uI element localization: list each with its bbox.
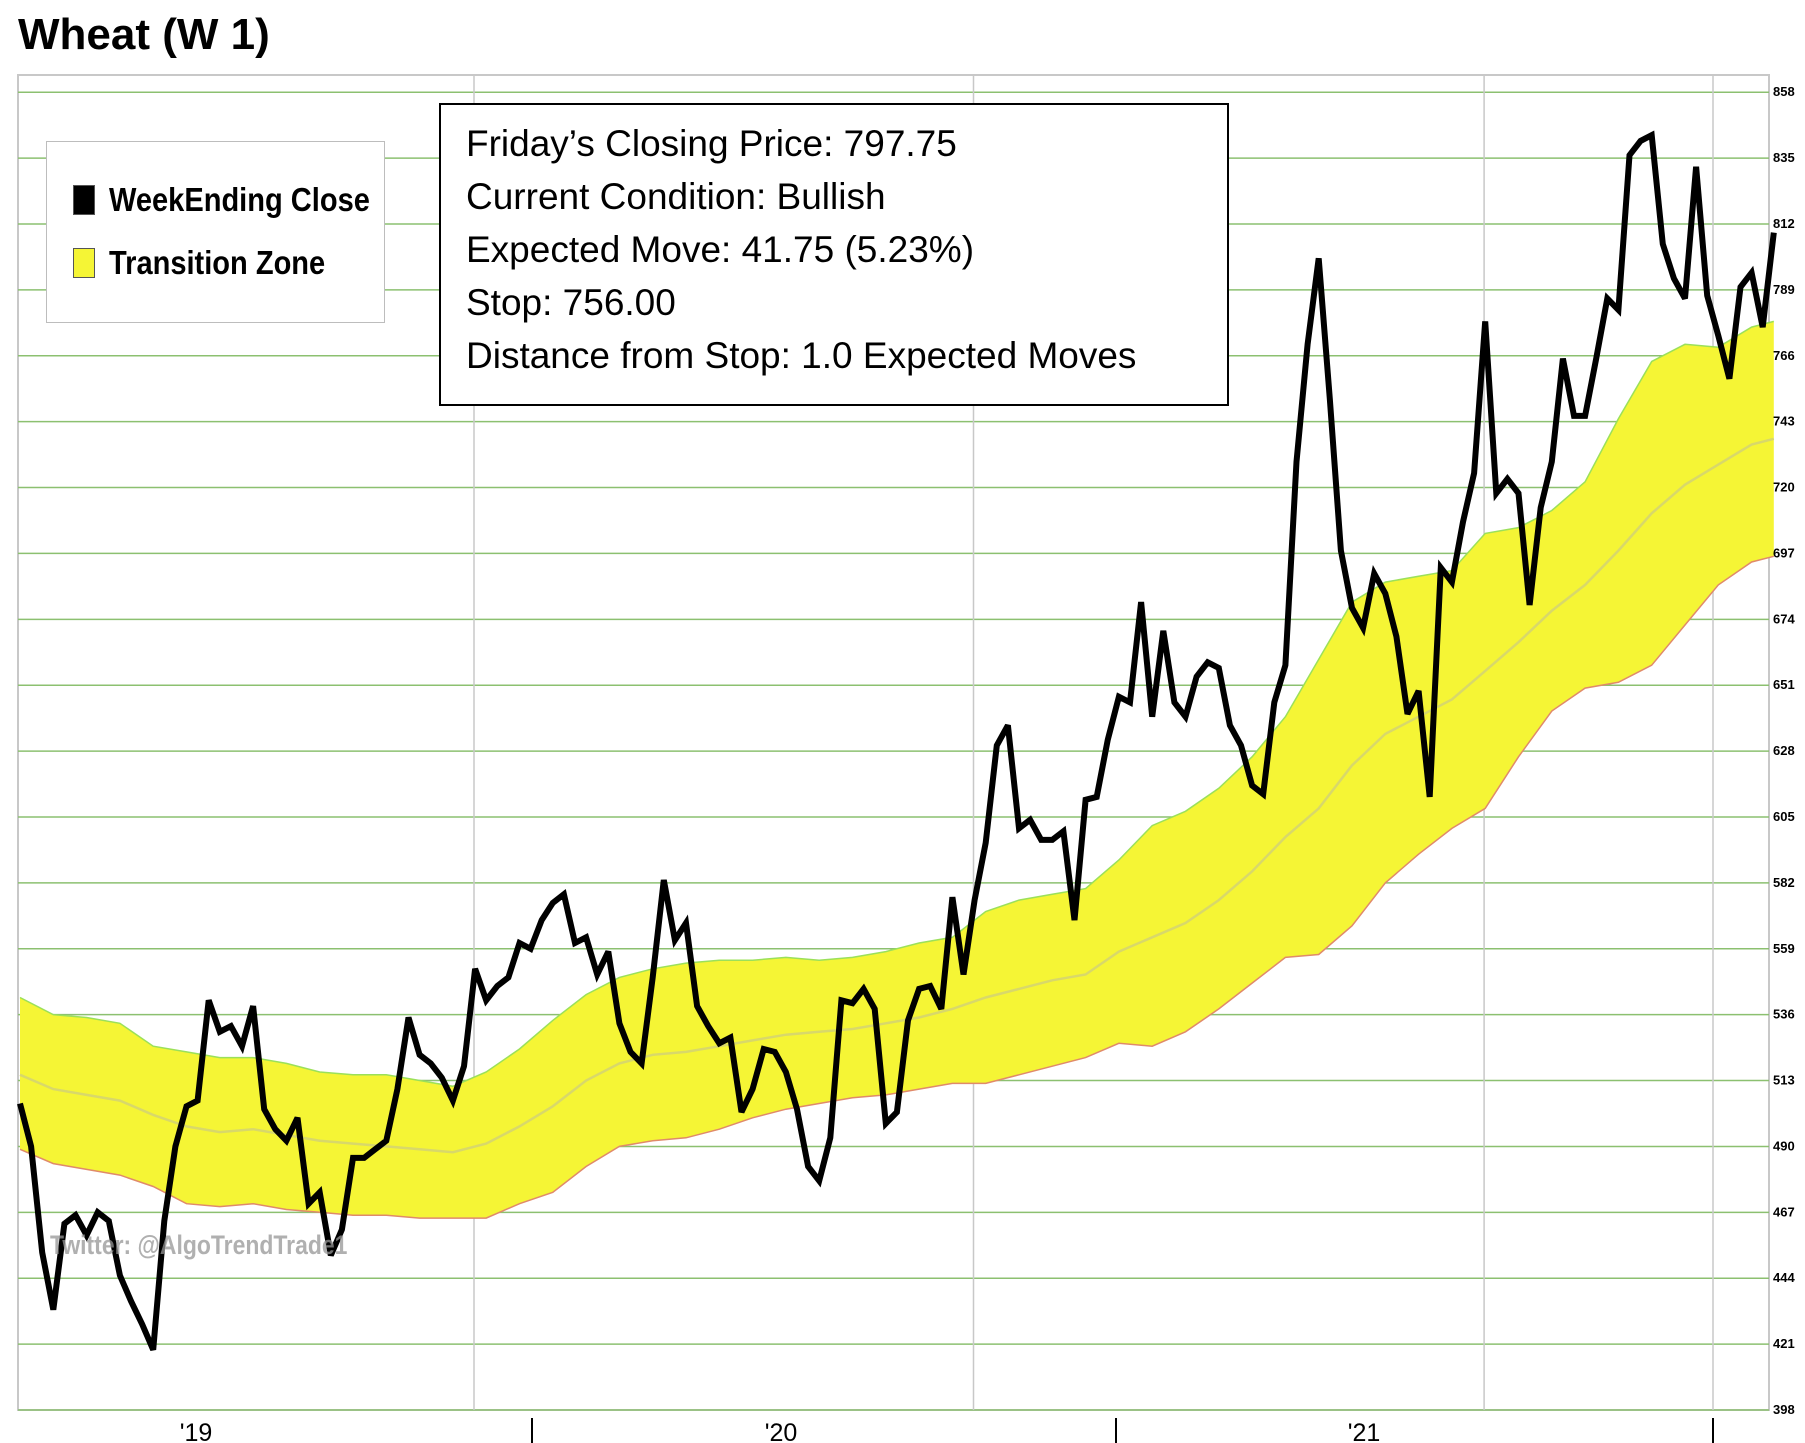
page-title: Wheat (W 1): [18, 10, 270, 59]
close-series: [17, 130, 1777, 1351]
legend-swatch-close: [73, 185, 95, 215]
legend-item-zone: Transition Zone: [73, 243, 355, 283]
y-tick-label: 398: [1773, 1402, 1795, 1417]
legend-swatch-zone: [73, 248, 95, 278]
y-tick-label: 789: [1773, 282, 1795, 297]
closing-price-text: Friday’s Closing Price: 797.75: [466, 123, 957, 164]
legend-label-zone: Transition Zone: [109, 244, 326, 281]
legend: WeekEnding Close Transition Zone: [46, 141, 385, 323]
zone-upper-line: [19, 320, 1774, 1088]
y-tick-label: 536: [1773, 1007, 1795, 1022]
y-tick-label: 628: [1773, 743, 1795, 758]
distance-from-stop-text: Distance from Stop: 1.0 Expected Moves: [466, 335, 1137, 376]
y-tick-label: 812: [1773, 216, 1795, 231]
y-tick-label: 444: [1773, 1270, 1795, 1285]
y-tick-label: 559: [1773, 941, 1795, 956]
info-box: Friday’s Closing Price: 797.75 Current C…: [439, 103, 1229, 406]
watermark: Twitter: @AlgoTrendTrade1: [50, 1230, 348, 1260]
y-tick-label: 513: [1773, 1073, 1795, 1088]
y-tick-label: 835: [1773, 150, 1795, 165]
week-ending-close-line: [17, 130, 1777, 1351]
legend-item-close: WeekEnding Close: [73, 180, 405, 220]
y-axis: 398 421 444 467 490 513 536 559 582 605 628 651 674 6…: [1773, 84, 1795, 1417]
y-tick-label: 858: [1773, 84, 1795, 99]
y-tick-label: 605: [1773, 809, 1795, 824]
condition-text: Current Condition: Bullish: [466, 176, 886, 217]
y-tick-label: 421: [1773, 1336, 1795, 1351]
y-tick-label: 743: [1773, 414, 1795, 429]
legend-label-close: WeekEnding Close: [109, 181, 370, 218]
y-tick-label: 697: [1773, 545, 1795, 560]
y-tick-label: 651: [1773, 677, 1795, 692]
x-tick-label: '19: [180, 1419, 213, 1443]
y-tick-label: 582: [1773, 875, 1795, 890]
x-tick-label: '21: [1348, 1419, 1381, 1443]
stop-text: Stop: 756.00: [466, 282, 676, 323]
x-tick-label: '20: [765, 1419, 798, 1443]
y-tick-label: 720: [1773, 480, 1795, 495]
transition-zone: [19, 320, 1775, 1219]
y-tick-label: 766: [1773, 348, 1795, 363]
expected-move-text: Expected Move: 41.75 (5.23%): [466, 229, 975, 270]
zone-lower-line: [19, 555, 1774, 1219]
y-tick-label: 674: [1773, 611, 1795, 626]
x-axis: '19 '20 '21: [180, 1418, 1714, 1443]
zone-mid-line: [19, 437, 1775, 1154]
y-tick-label: 467: [1773, 1204, 1795, 1219]
y-tick-label: 490: [1773, 1138, 1795, 1153]
